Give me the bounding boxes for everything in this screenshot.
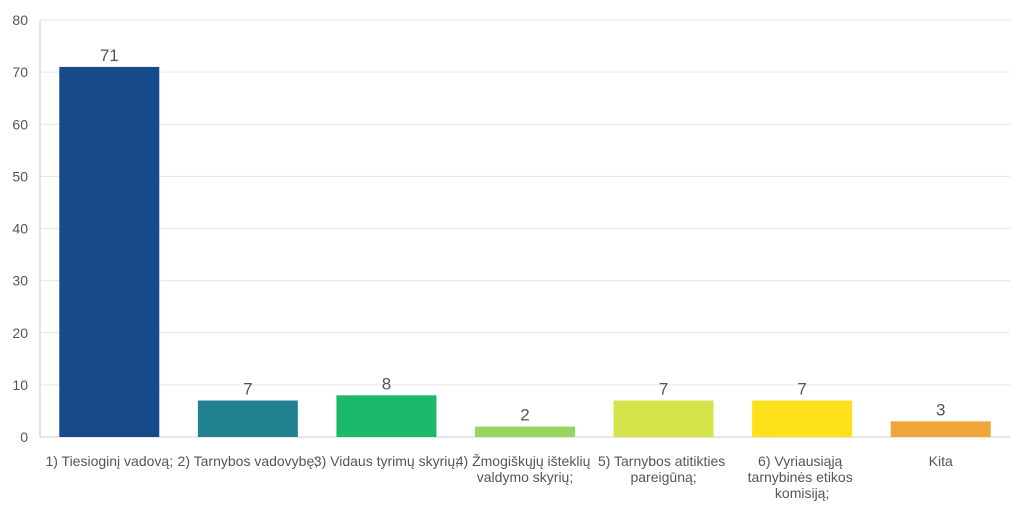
- value-label: 2: [520, 406, 529, 425]
- value-label: 71: [100, 46, 119, 65]
- x-tick-label: 2) Tarnybos vadovybę;: [178, 453, 319, 469]
- y-tick-label: 70: [12, 64, 28, 80]
- y-tick-label: 10: [12, 377, 28, 393]
- x-tick-label: 6) Vyriausiąją tarnybinės etikos komisij…: [748, 453, 857, 501]
- value-label: 7: [659, 380, 668, 399]
- bar: [890, 421, 991, 437]
- x-tick-label: 4) Žmogiškųjų išteklių valdymo skyrių;: [456, 453, 595, 485]
- x-tick-label: 3) Vidaus tyrimų skyrių;: [314, 453, 459, 469]
- x-tick-label: 5) Tarnybos atitikties pareigūną;: [598, 453, 729, 485]
- bar: [475, 426, 575, 437]
- value-label: 8: [382, 374, 391, 393]
- x-tick-label: 1) Tiesioginį vadovą;: [45, 453, 173, 469]
- bar: [336, 395, 437, 437]
- bar: [197, 400, 298, 437]
- value-label: 7: [797, 380, 806, 399]
- y-tick-label: 50: [12, 168, 28, 184]
- bar: [613, 400, 714, 437]
- y-tick-label: 0: [20, 429, 28, 445]
- bar: [752, 400, 853, 437]
- y-tick-label: 40: [12, 221, 28, 237]
- value-label: 7: [243, 380, 252, 399]
- y-tick-label: 60: [12, 116, 28, 132]
- bar: [59, 66, 160, 437]
- value-label: 3: [936, 400, 945, 419]
- y-tick-label: 80: [12, 12, 28, 28]
- x-tick-label: Kita: [929, 453, 953, 469]
- y-tick-label: 30: [12, 273, 28, 289]
- y-tick-label: 20: [12, 325, 28, 341]
